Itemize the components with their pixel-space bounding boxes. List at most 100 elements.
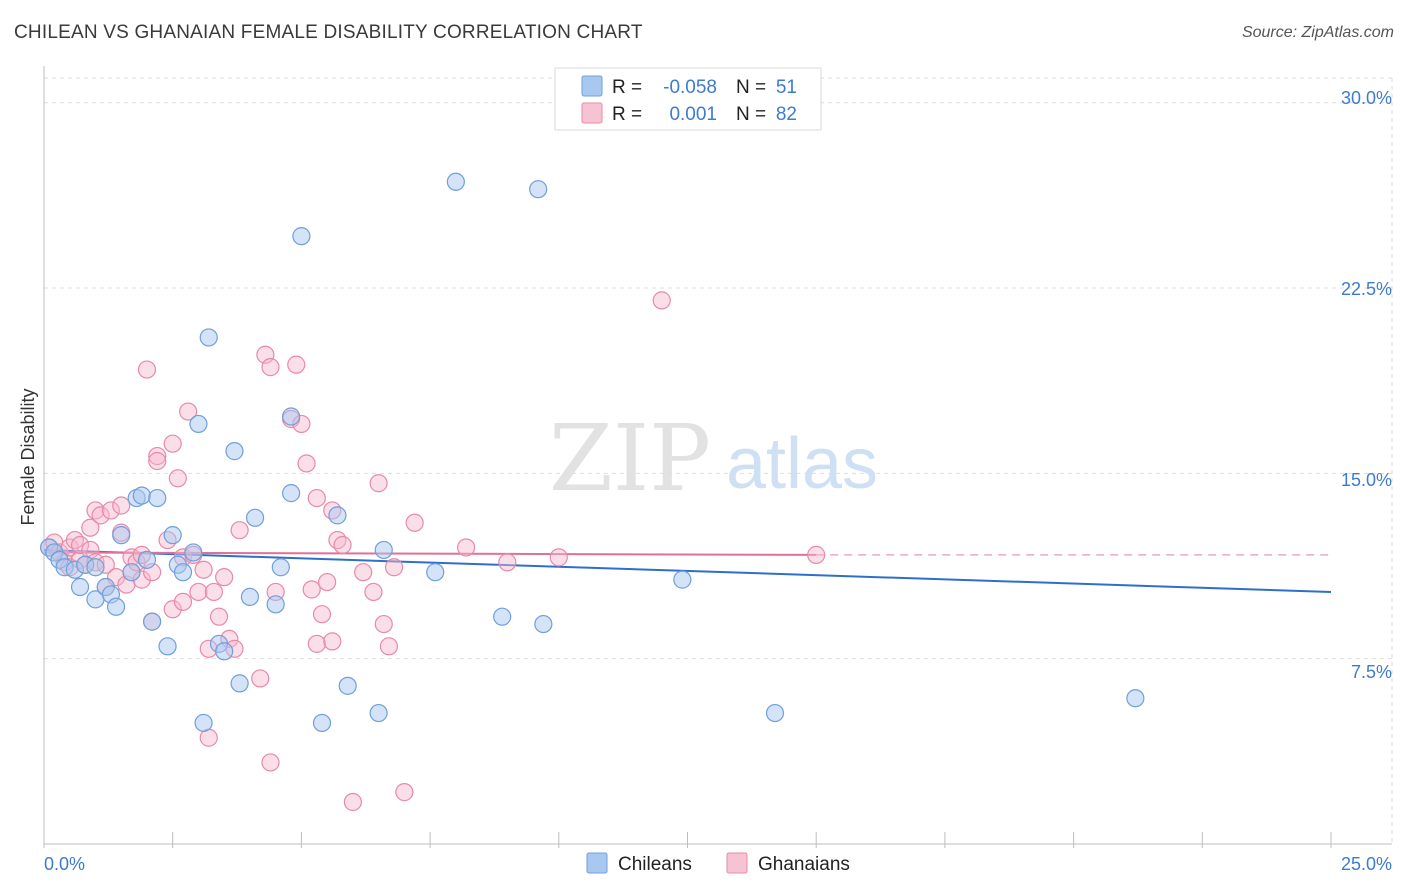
series-legend: Chileans Ghanaians <box>586 852 850 875</box>
series-legend-label-ghanaians: Ghanaians <box>758 854 850 875</box>
ghanaian-point <box>101 501 121 520</box>
ghanaian-point <box>81 518 100 537</box>
legend-n-label-ghanaians: N = <box>736 104 766 125</box>
legend-r-label-ghanaians: R = <box>612 104 642 125</box>
chilean-point <box>446 172 465 191</box>
ghanaian-point <box>364 582 383 602</box>
legend-r-value-chileans: -0.058 <box>663 77 717 98</box>
chilean-point <box>184 543 203 562</box>
ghanaian-point <box>163 434 182 453</box>
x-tick-label-min: 0.0% <box>44 854 85 874</box>
legend-n-label-chileans: N = <box>736 77 766 98</box>
ghanaian-point <box>204 582 223 602</box>
series-legend-swatch-chileans <box>586 852 608 874</box>
correlation-legend: R = -0.058 N = 51 R = 0.001 N = 82 <box>554 67 822 131</box>
chilean-point <box>70 577 90 597</box>
ghanaian-point <box>323 632 342 651</box>
watermark-atlas: atlas <box>726 424 878 504</box>
chilean-point <box>282 407 301 426</box>
ghanaian-point <box>148 451 167 471</box>
ghanaian-point <box>189 582 208 602</box>
chilean-point <box>106 597 126 616</box>
chilean-point <box>282 484 301 503</box>
chart-title: CHILEAN VS GHANAIAN FEMALE DISABILITY CO… <box>14 22 643 43</box>
chilean-point <box>158 637 177 656</box>
ghanaian-point <box>549 548 568 567</box>
ghanaian-point <box>652 291 671 310</box>
legend-swatch-ghanaians <box>581 102 603 124</box>
chilean-point <box>137 550 157 569</box>
ghanaian-point <box>374 614 393 634</box>
ghanaian-point <box>179 402 198 421</box>
chilean-point <box>338 676 357 695</box>
y-tick-label-30: 30.0% <box>1341 88 1392 108</box>
chilean-point <box>194 713 213 733</box>
chilean-point <box>266 595 285 614</box>
ghanaian-point <box>251 669 270 688</box>
ghanaian-point <box>297 454 316 473</box>
y-axis-label: Female Disability <box>18 388 38 525</box>
ghanaian-point <box>163 600 182 619</box>
y-tick-label-7-5: 7.5% <box>1351 662 1392 682</box>
ghanaian-point <box>807 545 826 564</box>
ghanaian-point <box>230 521 249 540</box>
axes <box>43 66 1392 845</box>
chilean-point <box>189 414 208 434</box>
chilean-point <box>143 612 162 631</box>
ghanaian-point <box>168 469 187 488</box>
ghanaian-point <box>307 634 326 653</box>
chart-source: Source: ZipAtlas.com <box>1241 24 1394 41</box>
ghanaian-point <box>65 530 84 550</box>
chilean-point <box>148 488 167 508</box>
chilean-point <box>132 486 151 505</box>
ghanaian-point <box>307 488 326 508</box>
legend-swatch-chileans <box>581 75 603 97</box>
y-tick-label-22-5: 22.5% <box>1341 279 1392 299</box>
x-tick-label-max: 25.0% <box>1341 854 1392 874</box>
chilean-point <box>122 563 141 582</box>
ghanaian-point <box>369 474 388 493</box>
chilean-point <box>312 713 332 733</box>
ghanaian-point <box>379 637 399 656</box>
ghanaian-point <box>194 560 213 579</box>
chilean-point <box>529 180 548 199</box>
ghanaian-point <box>287 355 306 374</box>
chilean-point <box>534 614 553 634</box>
chilean-point <box>374 540 393 560</box>
chileans-points <box>40 172 1145 733</box>
ghanaian-point <box>333 535 352 555</box>
ghanaian-point <box>261 753 280 772</box>
ghanaians-points <box>40 291 826 812</box>
ghanaian-point <box>215 568 234 587</box>
ghanaian-point <box>498 553 517 572</box>
chilean-point <box>215 642 234 661</box>
axis-ticks <box>43 832 1332 848</box>
legend-r-label-chileans: R = <box>612 77 642 98</box>
ghanaian-point <box>318 572 337 592</box>
chilean-point <box>173 563 193 582</box>
chilean-point <box>199 328 218 347</box>
ghanaian-point <box>148 446 167 466</box>
chilean-point <box>673 570 692 589</box>
legend-n-value-ghanaians: 82 <box>776 104 797 125</box>
ghanaian-point <box>91 506 110 525</box>
chilean-point <box>112 526 131 545</box>
chilean-point <box>369 703 388 723</box>
chilean-point <box>328 506 347 525</box>
ghanaian-point <box>86 501 105 520</box>
y-tick-label-15: 15.0% <box>1341 470 1392 490</box>
chilean-point <box>493 607 512 626</box>
trend-line-chileans <box>43 548 1332 593</box>
watermark-zip: ZIP <box>549 405 711 512</box>
ghanaian-point <box>209 607 229 626</box>
chilean-point <box>245 508 265 527</box>
ghanaian-point <box>312 605 332 624</box>
ghanaian-point <box>173 592 193 611</box>
chilean-point <box>240 587 260 607</box>
legend-n-value-chileans: 51 <box>776 77 797 98</box>
ghanaian-point <box>328 530 347 550</box>
ghanaian-point <box>405 513 424 532</box>
series-legend-swatch-ghanaians <box>726 852 748 874</box>
gridlines <box>44 77 1393 844</box>
